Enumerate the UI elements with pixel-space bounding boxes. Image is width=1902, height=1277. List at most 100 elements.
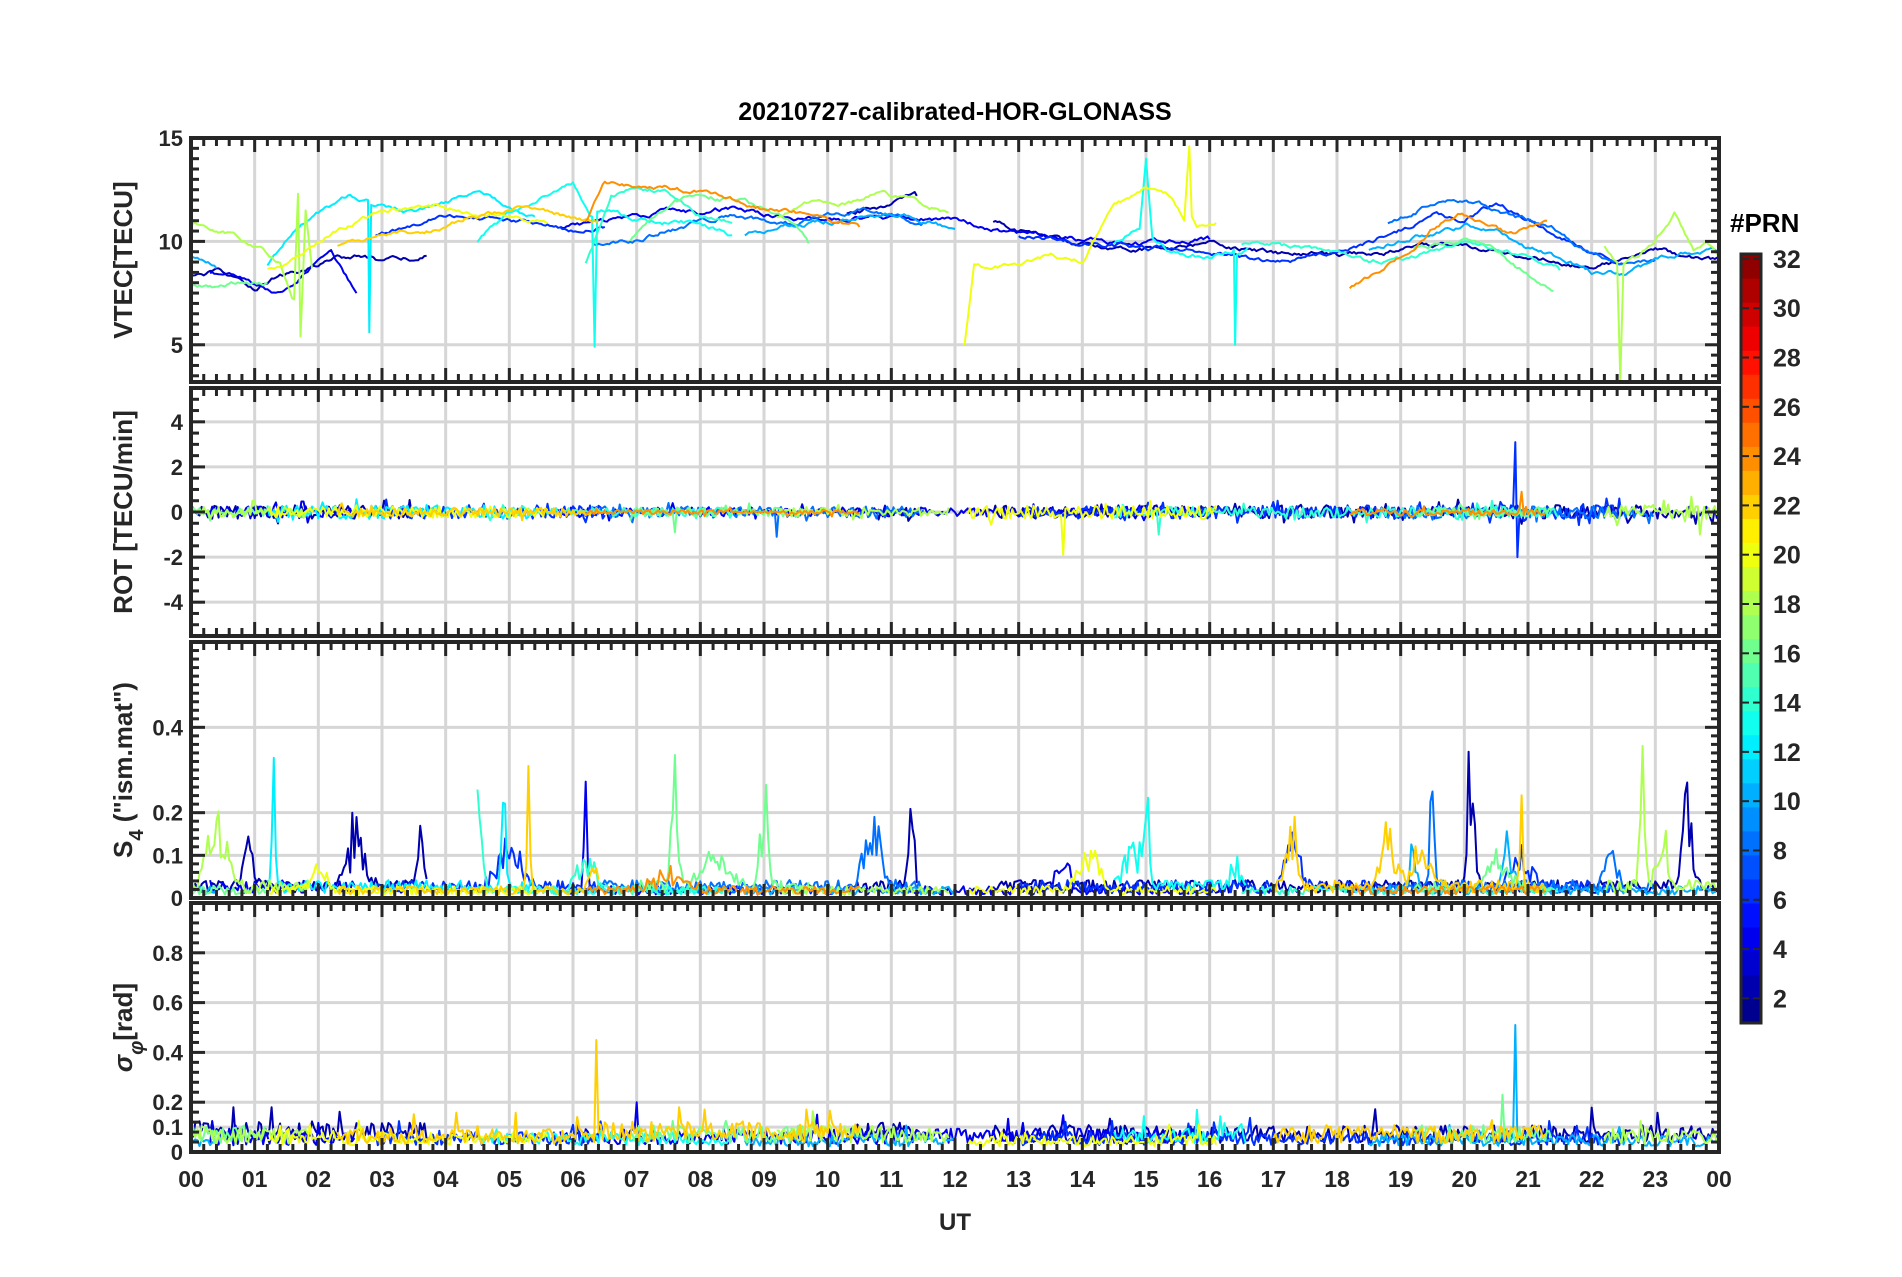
series-line-prn-14: [1241, 240, 1561, 271]
colorbar-segment: [1741, 326, 1761, 351]
x-tick-label: 21: [1515, 1166, 1541, 1192]
series-line-prn-14: [476, 789, 733, 896]
x-tick-label: 18: [1324, 1166, 1350, 1192]
x-tick-label: 06: [560, 1166, 586, 1192]
panel-rot: -4 -2 0 2 4 ROT [TECU/min]: [108, 386, 1721, 638]
colorbar-segment: [1741, 638, 1761, 664]
colorbar-segment: [1741, 470, 1761, 495]
panel-s4: 00.10.20.4S4 ("ism.mat"): [108, 640, 1721, 911]
series-line-prn-13: [1113, 1108, 1247, 1145]
colorbar-tick-label: 10: [1773, 788, 1801, 816]
colorbar-segment: [1741, 686, 1761, 712]
colorbar-tick-label: 8: [1773, 837, 1787, 865]
colorbar-tick-label: 2: [1773, 985, 1787, 1013]
y-axis-label-main: S: [108, 841, 138, 858]
series-line-prn-10: [744, 212, 956, 237]
colorbar-segment: [1741, 710, 1761, 736]
series-line-prn-18: [1603, 211, 1719, 381]
y-tick-label: 0.2: [152, 801, 183, 826]
y-tick-label: 0.1: [152, 1115, 183, 1140]
x-tick-label: 04: [433, 1166, 459, 1192]
series-line-prn-18: [191, 192, 313, 338]
x-tick-label: 09: [751, 1166, 777, 1192]
y-tick-label: 2: [171, 455, 183, 480]
colorbar-segment: [1741, 374, 1761, 399]
series-line-prn-8: [1387, 199, 1656, 266]
series-line-prn-4: [559, 205, 1211, 247]
series-line-prn-8: [591, 206, 924, 247]
series-line-prn-10: [1368, 1024, 1718, 1148]
series-line-prn-18: [1603, 1120, 1718, 1145]
colorbar-tick-label: 14: [1773, 690, 1801, 718]
y-tick-label: 0.2: [152, 1090, 183, 1115]
series-line-prn-18: [1603, 495, 1718, 536]
y-tick-label: 10: [159, 229, 183, 254]
series-line-prn-24: [584, 180, 861, 228]
y-axis-label-subscript: 4: [126, 829, 148, 841]
colorbar-segment: [1741, 278, 1761, 303]
axes-box: [189, 136, 1721, 384]
x-tick-label: 11: [879, 1166, 904, 1192]
colorbar-segment: [1741, 854, 1761, 880]
x-tick-label: 20: [1452, 1166, 1478, 1192]
colorbar-segment: [1741, 782, 1761, 808]
ticks: [189, 386, 1721, 638]
y-tick-label: 0.8: [152, 941, 183, 966]
series-line-prn-6: [374, 837, 606, 894]
series-line-prn-18: [776, 189, 949, 219]
colorbar-segment: [1741, 398, 1761, 423]
x-tick-label: 15: [1133, 1166, 1159, 1192]
colorbar-segment: [1741, 590, 1761, 616]
series-line-prn-2: [191, 254, 427, 292]
colorbar-segment: [1741, 422, 1761, 447]
x-tick-label: 14: [1070, 1166, 1096, 1192]
series-line-prn-20: [966, 1122, 1217, 1148]
colorbar-segment: [1741, 494, 1761, 519]
x-tick-label: 07: [624, 1166, 650, 1192]
series-line-prn-24: [1348, 885, 1546, 896]
y-tick-label: 0: [171, 886, 183, 911]
y-axis-label: σφ[rad]: [108, 983, 148, 1072]
series-line-prn-8: [1386, 790, 1655, 894]
colorbar-segment: [1741, 662, 1761, 688]
colorbar-segment: [1741, 566, 1761, 592]
series-line-prn-18: [776, 885, 950, 896]
series-line-prn-2: [992, 220, 1719, 270]
panel-sigma: 00.10.20.40.60.8σφ[rad]00 01 02 03 04 05 06 07 0…: [108, 901, 1732, 1192]
x-tick-label: 13: [1006, 1166, 1032, 1192]
series-line-prn-16: [191, 281, 268, 289]
series-line-prn-12: [266, 756, 536, 894]
series-line-prn-6: [1018, 202, 1624, 266]
x-tick-label: 10: [815, 1166, 841, 1192]
colorbar-segment: [1741, 758, 1761, 784]
series-line-prn-4: [209, 249, 358, 294]
panel-vtec: 5 10 15 VTEC[TECU]: [108, 126, 1721, 384]
axes-box: [189, 901, 1721, 1154]
series-line-prn-16: [629, 193, 810, 244]
colorbar-tick-label: 28: [1773, 345, 1801, 373]
series-line-prn-20: [963, 145, 1217, 346]
series-group: [191, 441, 1718, 559]
colorbar-segment: [1741, 902, 1761, 928]
x-tick-label: 02: [306, 1166, 332, 1192]
series-line-prn-18: [191, 499, 311, 519]
colorbar-segment: [1741, 998, 1761, 1024]
series-line-prn-10: [191, 1138, 217, 1147]
series-line-prn-22: [336, 502, 600, 522]
y-tick-label: 0.4: [152, 715, 183, 740]
y-tick-label: -2: [163, 545, 183, 570]
colorbar-tick-label: 32: [1773, 246, 1801, 274]
colorbar-tick-label: 24: [1773, 443, 1801, 471]
series-line-prn-20: [966, 849, 1217, 896]
y-tick-label: 0.4: [152, 1040, 183, 1065]
series-line-prn-20: [966, 500, 1217, 556]
colorbar-segment: [1741, 302, 1761, 327]
series-group: [191, 145, 1719, 381]
series-line-prn-6: [1017, 441, 1623, 559]
colorbar-tick-label: 30: [1773, 295, 1801, 323]
colorbar-tick-label: 18: [1773, 591, 1801, 619]
x-tick-label: 23: [1643, 1166, 1669, 1192]
